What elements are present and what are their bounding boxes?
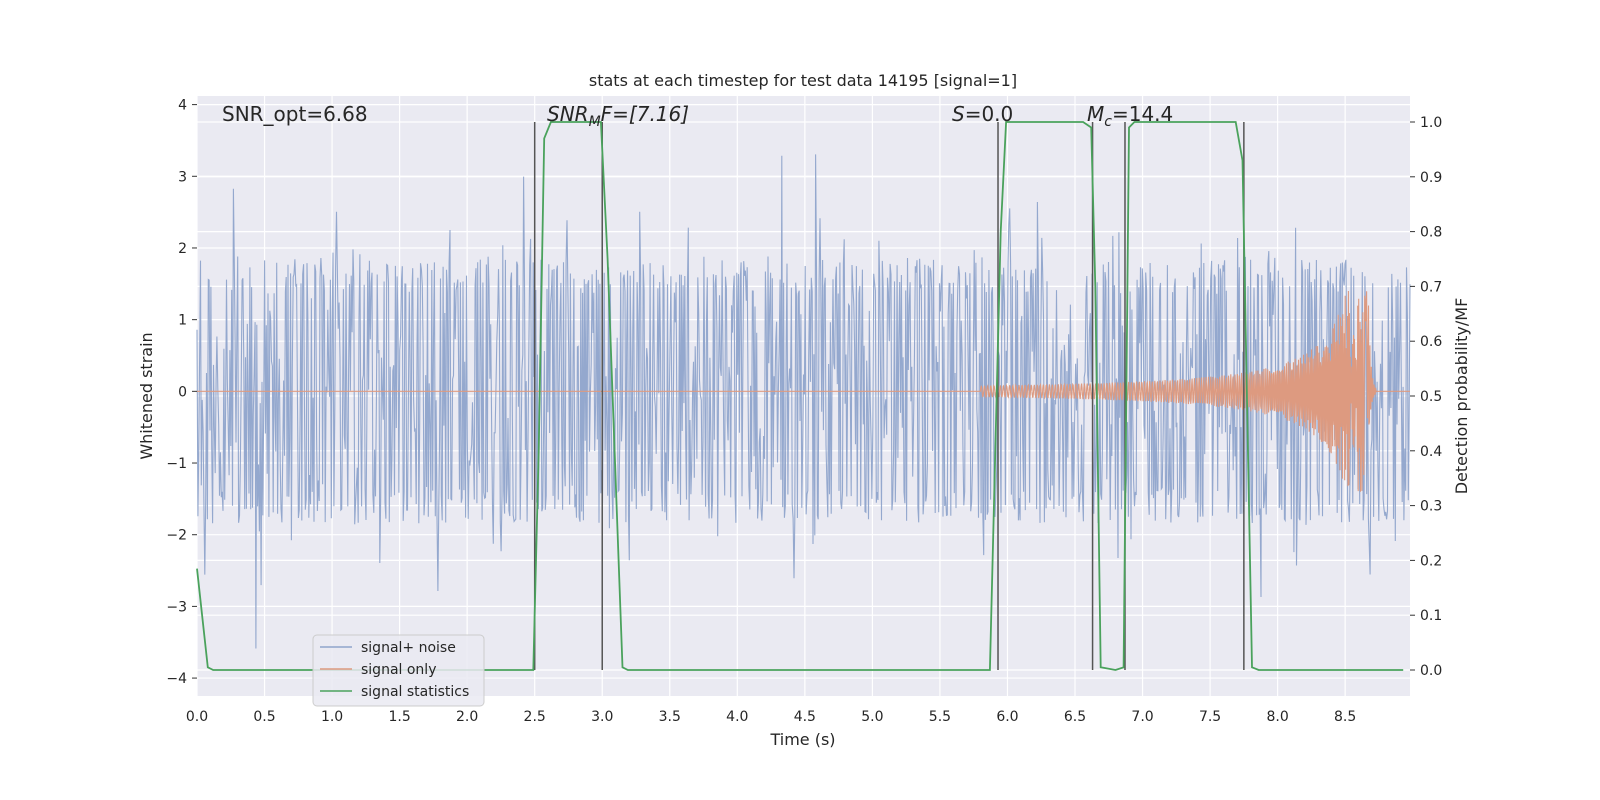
x-tick-label: 4.0 bbox=[726, 709, 748, 725]
y-left-tick-label: 3 bbox=[178, 169, 187, 185]
signal-noise-series bbox=[196, 154, 1411, 649]
y-left-tick-label: 4 bbox=[178, 98, 187, 114]
x-tick-label: 8.0 bbox=[1266, 709, 1288, 725]
signal-statistics-line bbox=[196, 121, 1404, 671]
chart-title: stats at each timestep for test data 141… bbox=[589, 71, 1017, 90]
y-right-tick-label: 0.0 bbox=[1420, 663, 1442, 679]
y-right-tick-label: 1.0 bbox=[1420, 115, 1442, 131]
x-tick-label: 1.5 bbox=[388, 709, 410, 725]
y-right-tick-label: 0.7 bbox=[1420, 279, 1442, 295]
annotation-snr-mf: SNRMF=[7.16] bbox=[547, 102, 689, 130]
x-tick-label: 0.5 bbox=[253, 709, 275, 725]
y-right-tick-label: 0.5 bbox=[1420, 389, 1442, 405]
x-tick-label: 6.5 bbox=[1064, 709, 1086, 725]
annotation-mc: Mc=14.4 bbox=[1087, 102, 1173, 130]
y-right-tick-label: 0.9 bbox=[1420, 170, 1442, 186]
x-tick-label: 6.0 bbox=[996, 709, 1018, 725]
y-left-tick-label: 0 bbox=[178, 384, 187, 400]
y-left-tick-label: 2 bbox=[178, 241, 187, 257]
y-right-tick-label: 0.2 bbox=[1420, 553, 1442, 569]
x-tick-label: 3.0 bbox=[591, 709, 613, 725]
signal-only-line bbox=[197, 290, 1410, 492]
x-tick-label: 1.0 bbox=[321, 709, 343, 725]
y-left-tick-label: 1 bbox=[178, 313, 187, 329]
x-tick-label: 2.5 bbox=[524, 709, 546, 725]
x-tick-label: 5.5 bbox=[929, 709, 951, 725]
x-tick-label: 7.0 bbox=[1131, 709, 1153, 725]
y-left-tick-label: −4 bbox=[166, 671, 187, 687]
legend-label-stats: signal statistics bbox=[361, 684, 469, 700]
signal-noise-line bbox=[196, 154, 1411, 649]
y-left-tick-labels: −4 −3 −2 −1 0 1 2 3 4 bbox=[166, 98, 197, 687]
x-tick-label: 0.0 bbox=[186, 709, 208, 725]
x-tick-label: 5.0 bbox=[861, 709, 883, 725]
signal-only-series bbox=[197, 290, 1410, 492]
x-axis-label: Time (s) bbox=[769, 730, 835, 749]
legend-label-signal: signal only bbox=[361, 662, 436, 678]
y-left-tick-label: −3 bbox=[166, 599, 187, 615]
y-axis-right-label: Detection probability/MF bbox=[1452, 298, 1471, 495]
x-tick-label: 4.5 bbox=[794, 709, 816, 725]
x-tick-labels: 0.0 0.5 1.0 1.5 2.0 2.5 3.0 3.5 4.0 4.5 5.0 5.5 6.0 6… bbox=[186, 709, 1356, 725]
x-tick-label: 7.5 bbox=[1199, 709, 1221, 725]
y-axis-left-label: Whitened strain bbox=[137, 332, 156, 459]
legend-box bbox=[312, 634, 485, 707]
annotation-snr-opt: SNR_opt=6.68 bbox=[222, 102, 368, 126]
y-left-tick-label: −1 bbox=[166, 456, 187, 472]
x-tick-label: 2.0 bbox=[456, 709, 478, 725]
y-right-tick-label: 0.8 bbox=[1420, 225, 1442, 241]
legend: signal+ noise signal only signal statist… bbox=[312, 634, 485, 707]
y-right-tick-label: 0.4 bbox=[1420, 444, 1442, 460]
y-right-tick-label: 0.6 bbox=[1420, 334, 1442, 350]
y-left-tick-label: −2 bbox=[166, 528, 187, 544]
y-right-tick-label: 0.1 bbox=[1420, 608, 1442, 624]
annotation-s: S=0.0 bbox=[952, 102, 1013, 126]
y-right-tick-label: 0.3 bbox=[1420, 499, 1442, 515]
x-tick-label: 3.5 bbox=[659, 709, 681, 725]
y-right-tick-labels: 0.0 0.1 0.2 0.3 0.4 0.5 0.6 0.7 0.8 0.9 1.0 bbox=[1410, 115, 1442, 679]
x-tick-label: 8.5 bbox=[1334, 709, 1356, 725]
signal-statistics-series bbox=[196, 121, 1404, 671]
legend-label-noise: signal+ noise bbox=[361, 640, 456, 656]
